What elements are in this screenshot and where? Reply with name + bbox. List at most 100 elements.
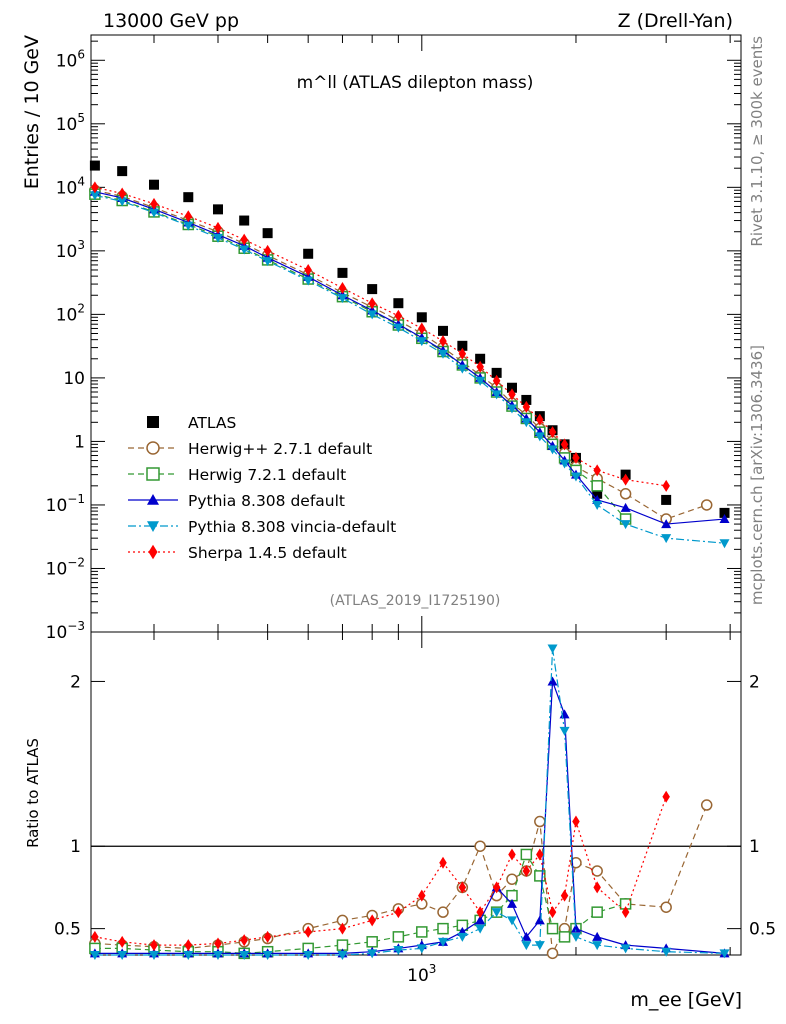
series-4-point — [367, 310, 378, 320]
legend-marker — [146, 467, 160, 481]
series-5-ratio-point — [662, 790, 670, 803]
series-5-point — [214, 221, 222, 234]
series-0-point — [149, 179, 160, 190]
ratio-tick-label: 1 — [70, 837, 81, 857]
series-4-ratio-point — [437, 937, 448, 947]
series-4-point — [592, 500, 603, 510]
series-5-ratio-point — [304, 925, 312, 938]
main-series-group — [89, 160, 730, 549]
series-4-ratio-point — [491, 908, 502, 918]
series-2-ratio-point — [558, 931, 571, 943]
series-4-ratio-point — [367, 949, 378, 959]
legend-entry: ATLAS — [147, 414, 236, 432]
series-0-main — [89, 160, 730, 518]
series-3-ratio-point — [570, 923, 581, 933]
header-right: Z (Drell-Yan) — [618, 10, 733, 32]
series-5-ratio-point — [184, 939, 193, 952]
series-4-ratio-point — [183, 951, 194, 960]
series-4-point — [570, 472, 581, 482]
series-4-ratio-point — [117, 951, 128, 960]
series-0-point — [89, 160, 100, 171]
series-4-ratio — [89, 644, 730, 960]
series-5-point — [536, 413, 544, 426]
series-3-line — [94, 191, 725, 525]
series-3-ratio-point — [547, 676, 558, 686]
side-text-top: Rivet 3.1.10, ≥ 300k events — [748, 36, 766, 247]
series-5-point — [621, 473, 630, 486]
legend-entry: Pythia 8.308 vincia-default — [128, 518, 396, 536]
plot-title: m^ll (ATLAS dilepton mass) — [297, 73, 534, 93]
series-5-point — [150, 197, 158, 210]
series-2-ratio-point — [591, 906, 603, 918]
series-3-ratio-point — [559, 709, 570, 719]
series-5-ratio-point — [118, 935, 126, 948]
series-4-point — [239, 245, 250, 255]
series-1-ratio-point — [437, 906, 449, 918]
legend-marker — [147, 494, 159, 505]
series-4-point — [212, 233, 223, 243]
y-tick-label: 10−2 — [46, 555, 85, 579]
series-4-ratio-point — [506, 916, 517, 926]
legend-marker — [146, 441, 160, 455]
legend-entry: Herwig 7.2.1 default — [128, 466, 346, 484]
series-4-point — [559, 459, 570, 469]
series-4-ratio-point — [620, 944, 631, 954]
series-5-ratio-point — [263, 930, 272, 943]
series-4-point — [547, 445, 558, 455]
legend-label: Sherpa 1.4.5 default — [188, 544, 347, 562]
series-1-ratio-point — [700, 799, 713, 811]
series-1-line — [94, 189, 707, 520]
series-4-point — [475, 376, 486, 386]
series-5-ratio-point — [572, 815, 580, 828]
series-2-ratio-point — [437, 922, 449, 935]
x-axis-label: m_ee [GeV] — [630, 989, 742, 1011]
legend-label: Herwig 7.2.1 default — [188, 466, 346, 484]
y-tick-label: 1 — [74, 432, 85, 452]
y-tick-label: 104 — [56, 174, 85, 198]
series-4-ratio-point — [457, 932, 468, 942]
series-5-point — [304, 263, 312, 276]
series-5-point — [184, 210, 193, 223]
series-5-ratio-point — [593, 881, 601, 894]
series-4-point — [117, 197, 128, 207]
ratio-tick-label-right: 1 — [749, 837, 760, 857]
series-3-point — [719, 514, 730, 524]
series-5-point — [492, 374, 501, 387]
series-2-ratio — [89, 848, 632, 960]
series-1-ratio-point — [506, 873, 518, 885]
series-0-point — [491, 367, 502, 378]
side-text-bottom: mcplots.cern.ch [arXiv:1306.3436] — [748, 345, 766, 605]
series-0-point — [457, 340, 468, 351]
ratio-tick-label-right: 2 — [749, 672, 760, 692]
y-tick-label: 106 — [56, 47, 85, 71]
series-5-ratio-point — [548, 906, 557, 919]
series-4-point — [661, 534, 672, 544]
series-4-ratio-point — [534, 941, 545, 951]
series-1-point — [700, 499, 713, 511]
ratio-plot-frame — [90, 631, 742, 956]
series-4-point — [506, 404, 517, 414]
series-4-ratio-point — [592, 941, 603, 951]
series-5-point — [560, 438, 569, 451]
series-4-ratio-point — [212, 951, 223, 960]
series-4-point — [149, 208, 160, 218]
legend-entry: Sherpa 1.4.5 default — [128, 544, 347, 562]
series-5-point — [263, 244, 272, 257]
series-1-ratio-point — [570, 856, 582, 869]
series-4-point — [183, 221, 194, 231]
series-4-point — [393, 323, 404, 333]
series-5-point — [91, 181, 99, 194]
series-3-ratio-point — [592, 931, 603, 941]
legend-label: Pythia 8.308 vincia-default — [188, 518, 396, 536]
series-4-point — [521, 418, 532, 428]
axis-ticks: 10−3 10−2 10−1 1 10 102 103 104 105 106 0.5 0.5 1 1 2 2… — [46, 35, 776, 986]
legend-label: ATLAS — [188, 414, 236, 432]
series-0-point — [183, 192, 194, 203]
series-2-ratio-point — [520, 848, 533, 861]
analysis-label: (ATLAS_2019_I1725190) — [330, 593, 501, 609]
series-1-main — [89, 184, 713, 525]
series-0-point — [592, 488, 603, 499]
series-3-point — [620, 502, 631, 512]
